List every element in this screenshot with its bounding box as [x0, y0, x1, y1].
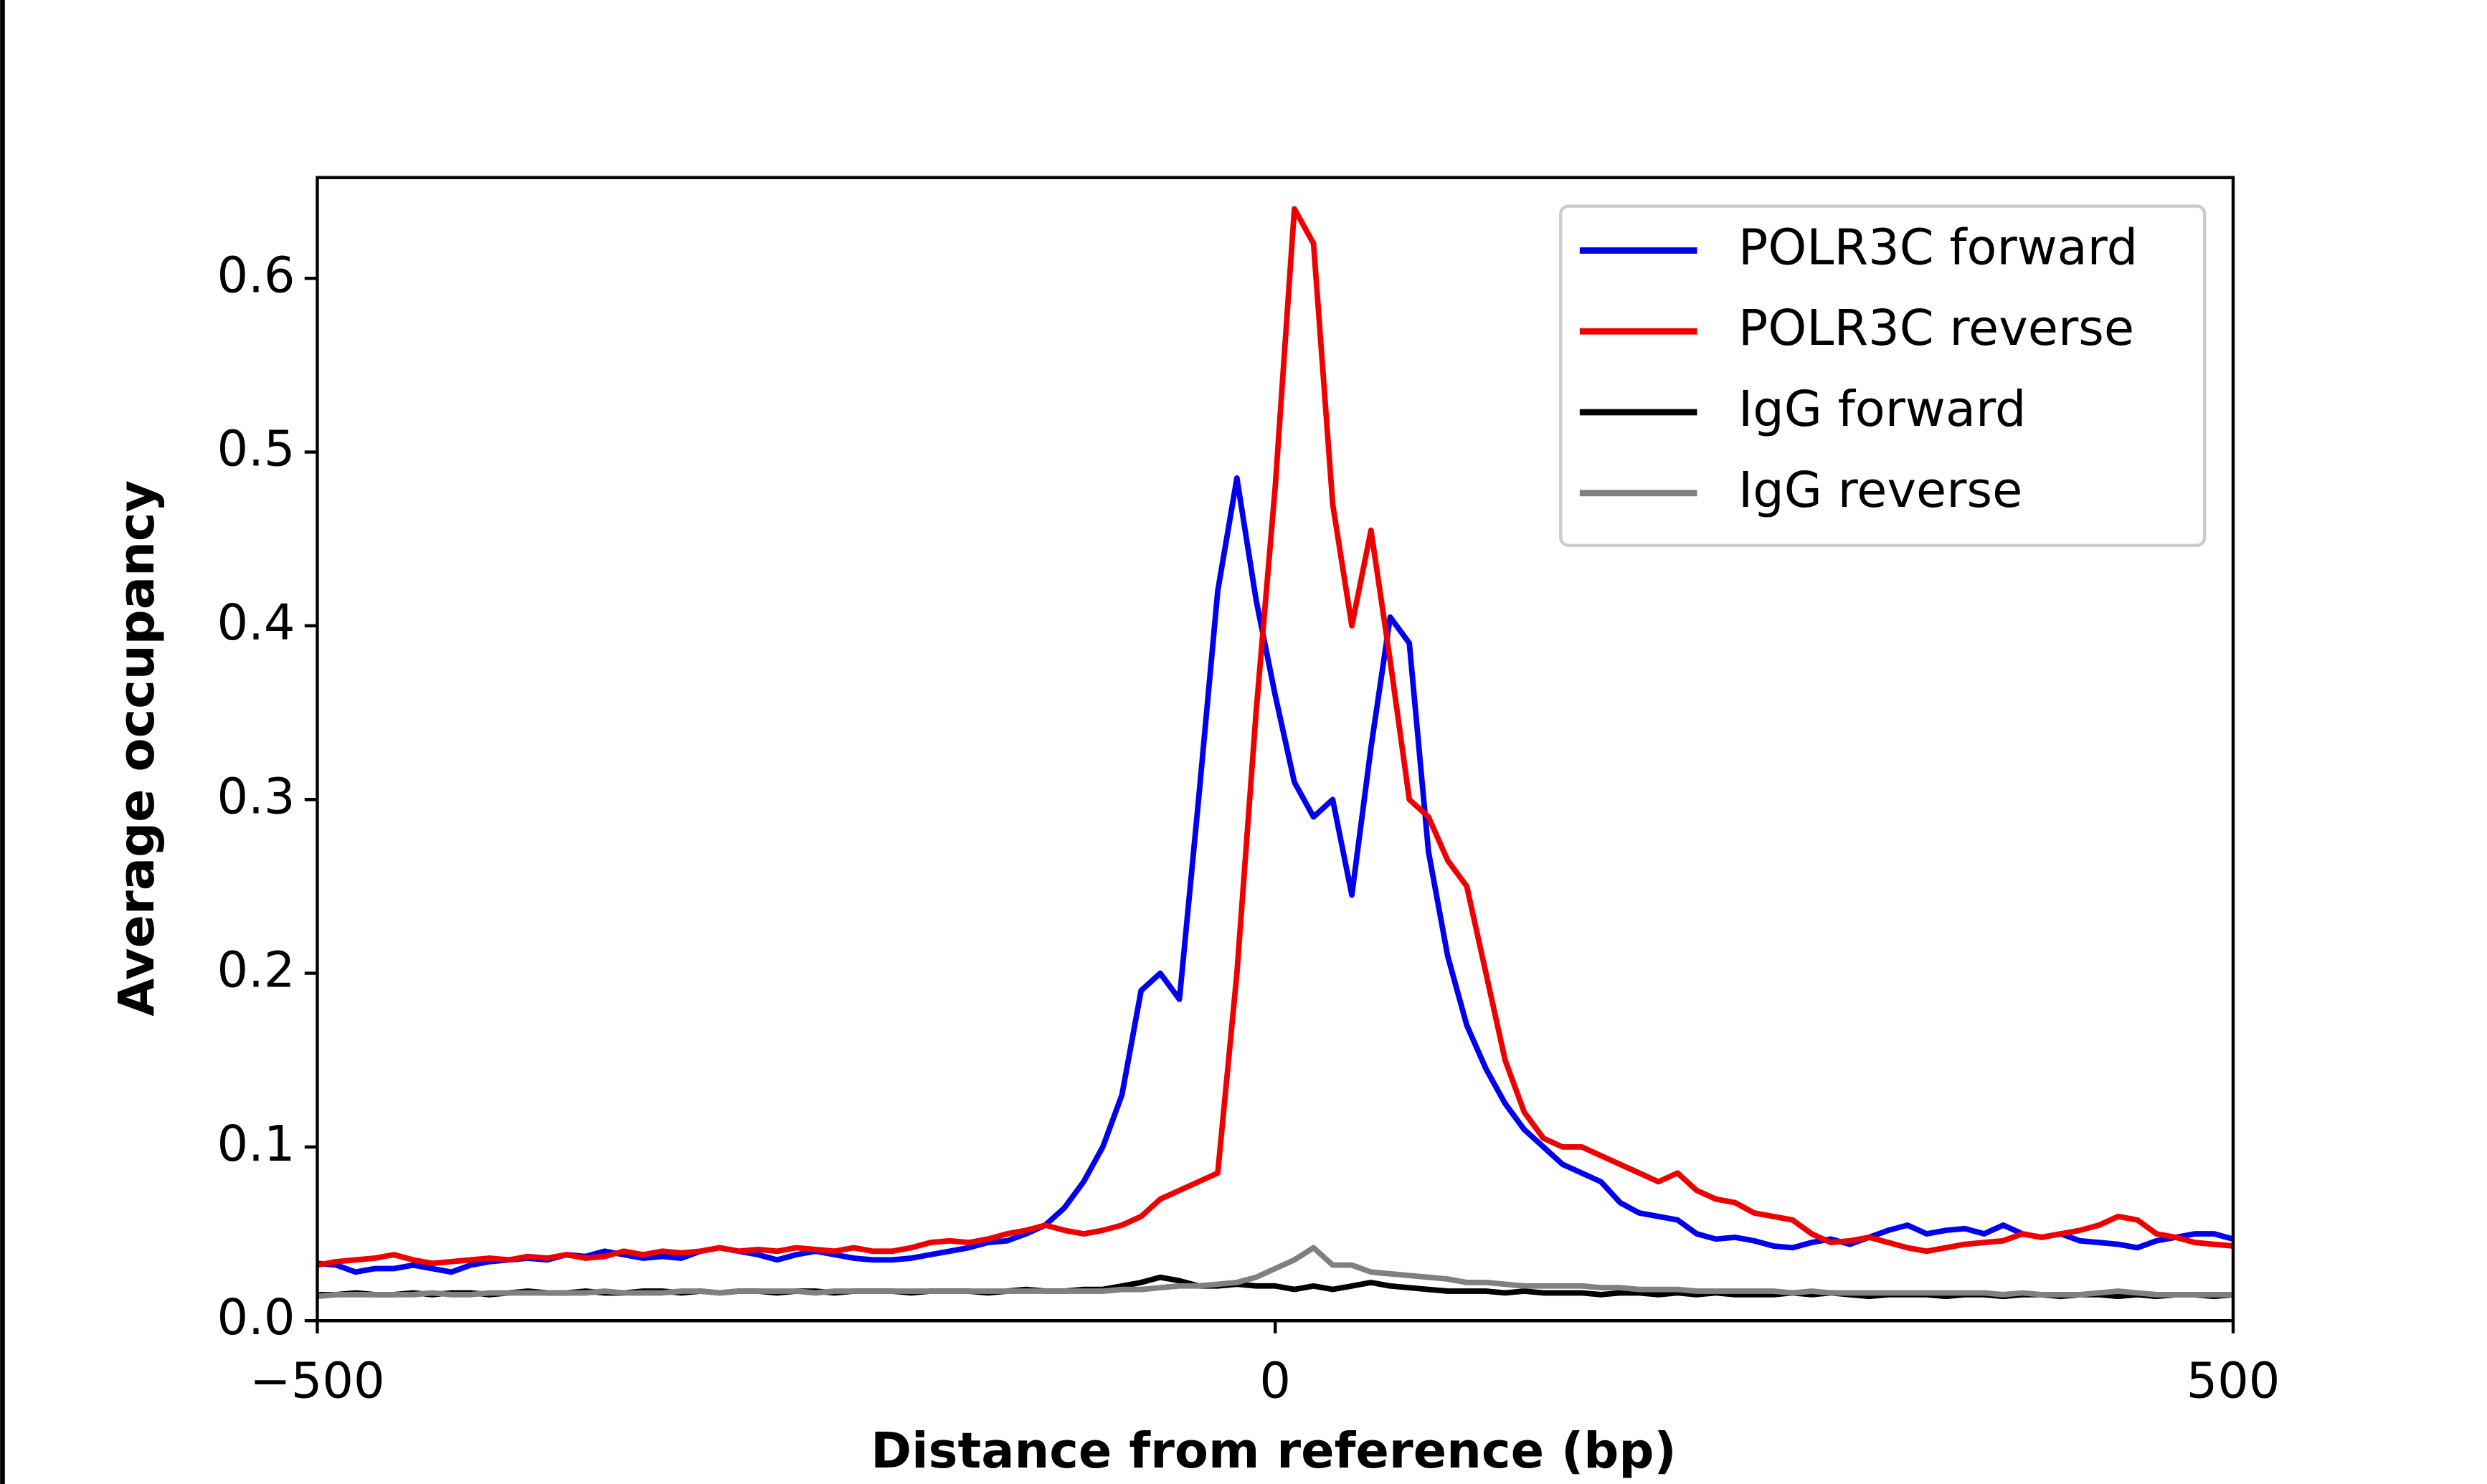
y-axis-label: Average occupancy: [108, 480, 166, 1017]
y-tick-label: 0.2: [217, 942, 295, 999]
x-tick-label: 500: [2187, 1353, 2280, 1410]
legend-label: IgG reverse: [1738, 462, 2022, 519]
legend-label: POLR3C reverse: [1738, 300, 2134, 357]
y-tick-label: 0.6: [217, 247, 295, 304]
legend: POLR3C forward POLR3C reverse IgG forward I…: [1559, 204, 2207, 547]
y-tick-label: 0.3: [217, 768, 295, 825]
x-axis-label: Distance from reference (bp): [871, 1422, 1677, 1480]
x-tick-label: 0: [1259, 1353, 1291, 1410]
series-line: [317, 206, 2234, 1268]
y-tick-label: 0.5: [217, 421, 295, 478]
series-line: [317, 1245, 2234, 1300]
legend-label: POLR3C forward: [1738, 219, 2138, 276]
y-tick-label: 0.1: [217, 1116, 295, 1173]
left-edge: [0, 0, 5, 1484]
x-tick-label: −500: [250, 1353, 384, 1410]
legend-frame: [1559, 204, 2207, 547]
axes-frame: [316, 176, 2235, 1323]
legend-label: IgG forward: [1738, 381, 2026, 438]
y-tick-label: 0.4: [217, 594, 295, 652]
series-line: [317, 475, 2234, 1275]
y-tick-label: 0.0: [217, 1289, 295, 1346]
